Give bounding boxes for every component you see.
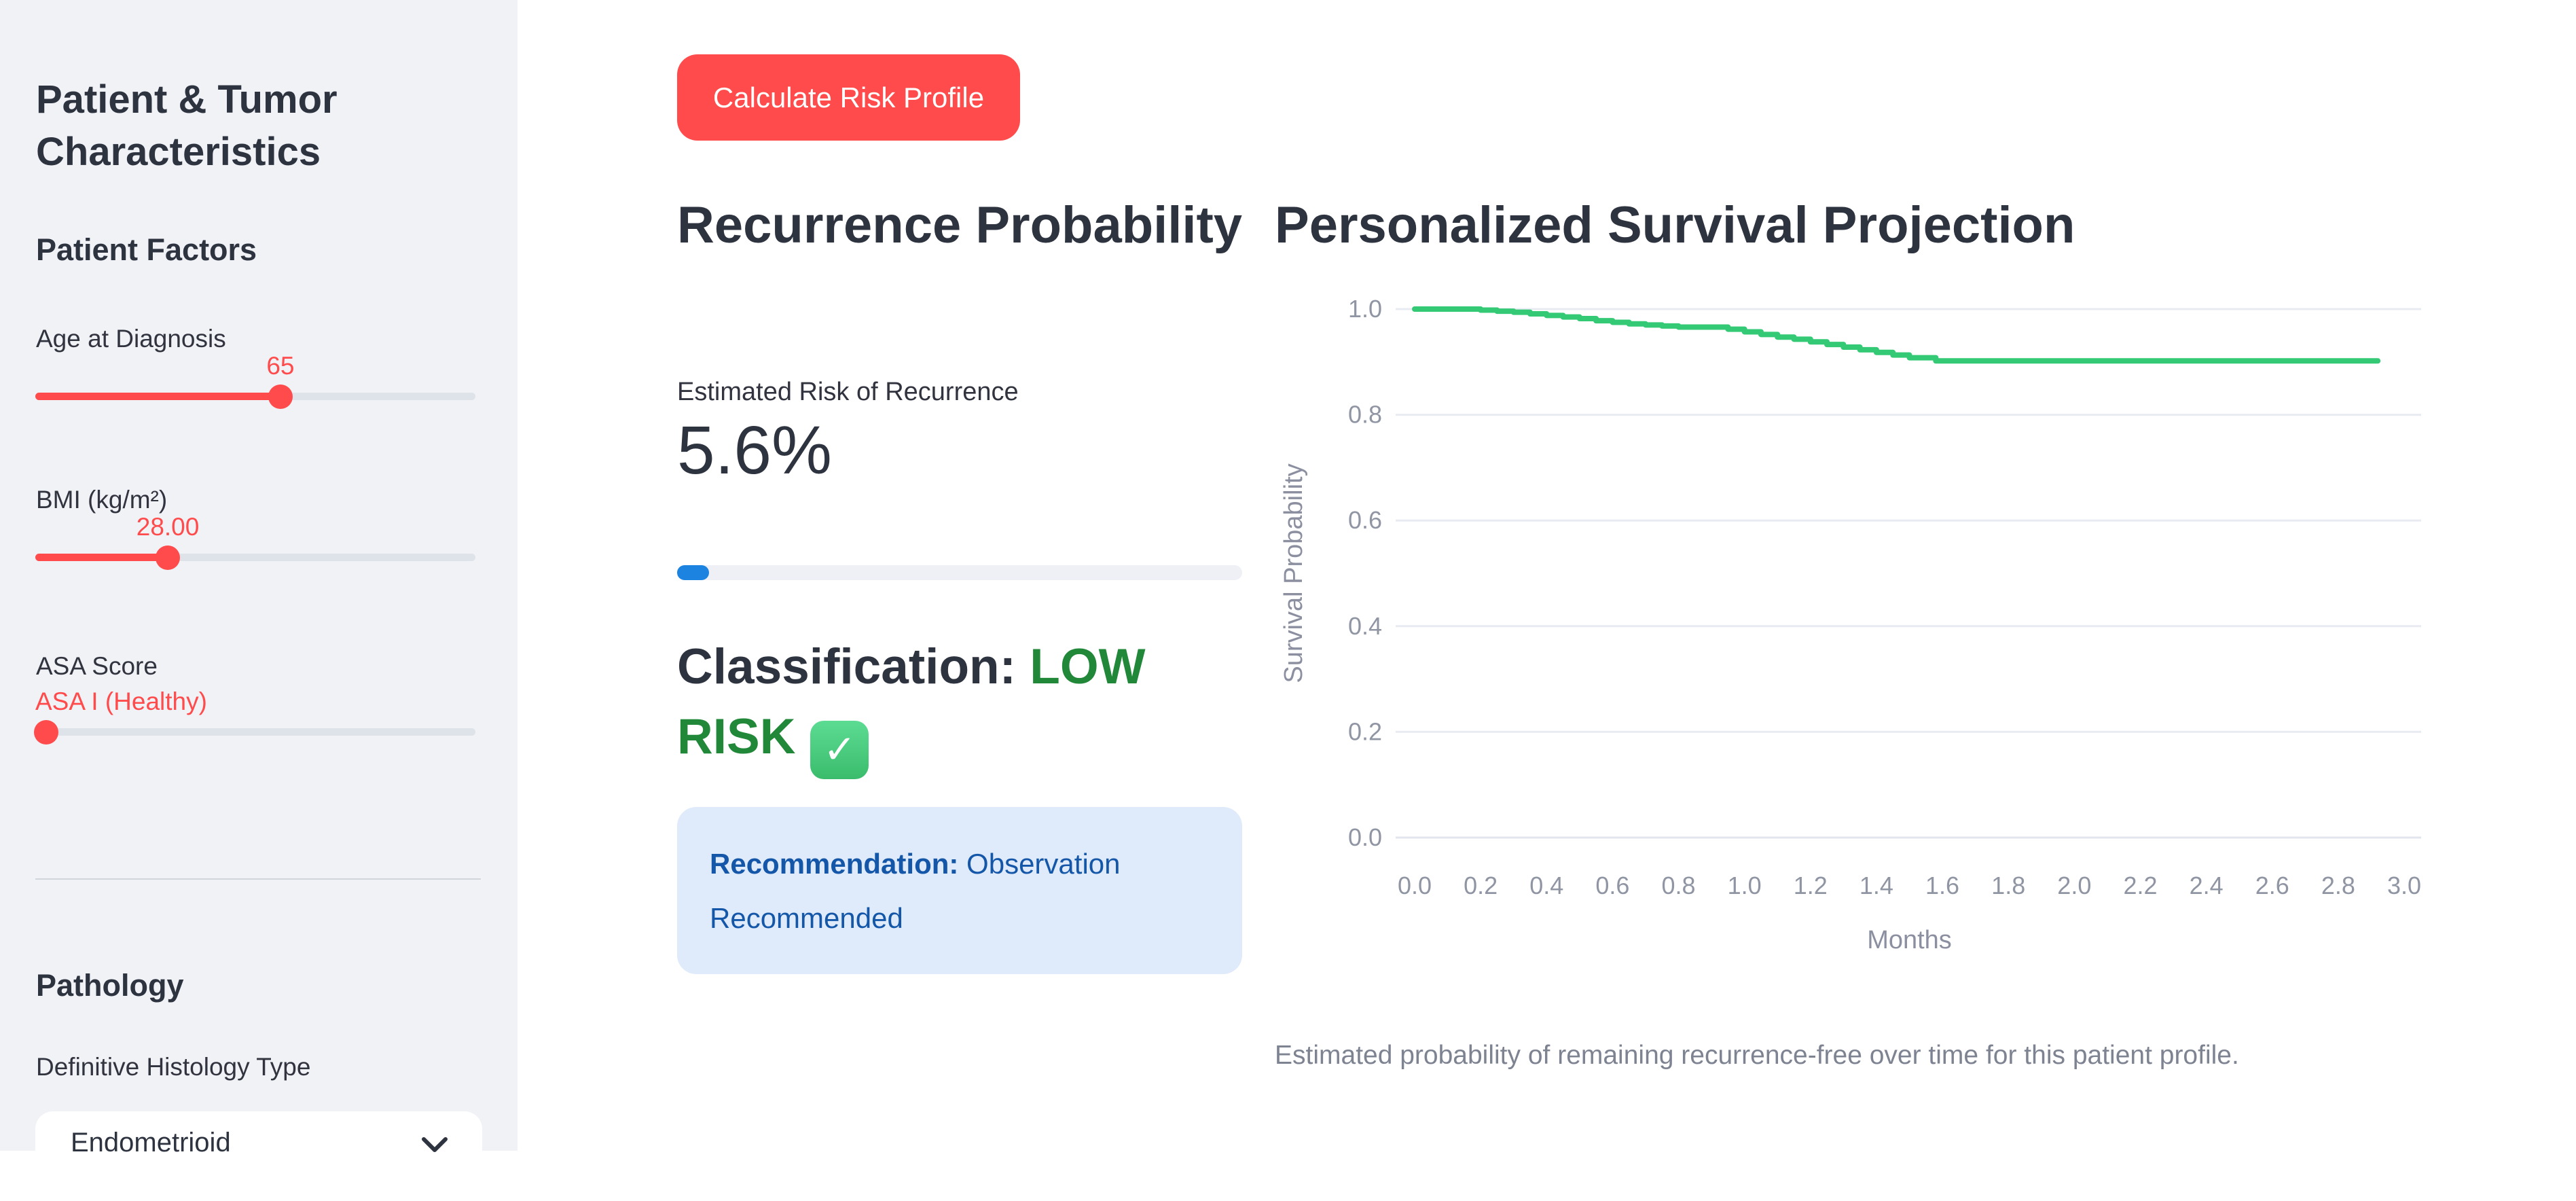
classification-heading: Classification: LOW RISK ✓ — [677, 632, 1268, 779]
bmi-slider[interactable]: 28.00 — [35, 513, 475, 594]
recurrence-heading: Recurrence Probability — [677, 196, 1243, 254]
age-slider-thumb[interactable] — [268, 384, 293, 409]
svg-text:0.4: 0.4 — [1529, 872, 1563, 899]
classification-value: LOW RISK — [677, 639, 1146, 764]
svg-text:Survival Probability: Survival Probability — [1280, 463, 1308, 683]
svg-text:0.6: 0.6 — [1348, 506, 1382, 534]
bmi-slider-label: BMI (kg/m²) — [36, 486, 168, 514]
svg-text:2.4: 2.4 — [2190, 872, 2224, 899]
recommendation-text: Recommendation: Observation Recommended — [710, 848, 1121, 934]
metric-label: Estimated Risk of Recurrence — [677, 378, 1019, 406]
svg-text:0.8: 0.8 — [1348, 401, 1382, 429]
histology-selected-value: Endometrioid — [71, 1128, 231, 1158]
sidebar-divider — [35, 878, 481, 880]
recommendation-info-box: Recommendation: Observation Recommended — [677, 807, 1242, 974]
svg-text:1.8: 1.8 — [1991, 872, 2025, 899]
asa-slider-thumb[interactable] — [34, 719, 59, 745]
metric-value: 5.6% — [677, 412, 832, 488]
svg-text:0.0: 0.0 — [1348, 823, 1382, 851]
svg-text:3.0: 3.0 — [2387, 872, 2421, 899]
chart-caption: Estimated probability of remaining recur… — [1275, 1041, 2239, 1070]
asa-slider-track[interactable] — [35, 728, 475, 736]
survival-heading: Personalized Survival Projection — [1275, 196, 2075, 254]
sidebar-title: Patient & Tumor Characteristics — [36, 77, 338, 174]
svg-text:1.0: 1.0 — [1728, 872, 1762, 899]
svg-text:2.6: 2.6 — [2255, 872, 2289, 899]
svg-text:1.6: 1.6 — [1925, 872, 1959, 899]
survival-chart-svg: 1.0 0.8 0.6 0.4 0.2 0.0 0.0 0.2 0.4 0.6 0.8 1.0 1.2 1… — [1280, 295, 2421, 954]
patient-factors-heading: Patient Factors — [36, 232, 257, 267]
age-slider-fill — [35, 393, 280, 400]
svg-text:1.4: 1.4 — [1860, 872, 1893, 899]
svg-text:0.4: 0.4 — [1348, 612, 1382, 640]
risk-progress-bar — [677, 565, 1242, 580]
asa-slider[interactable]: ASA I (Healthy) — [34, 687, 475, 769]
bmi-slider-track[interactable] — [35, 554, 475, 561]
svg-text:0.6: 0.6 — [1595, 872, 1629, 899]
svg-text:1.2: 1.2 — [1794, 872, 1828, 899]
bmi-slider-thumb[interactable] — [156, 545, 181, 570]
svg-text:1.0: 1.0 — [1348, 295, 1382, 323]
age-slider[interactable]: 65 — [35, 352, 475, 433]
bmi-slider-fill — [35, 554, 168, 561]
svg-text:Months: Months — [1867, 926, 1952, 954]
calculate-risk-button[interactable]: Calculate Risk Profile — [677, 54, 1020, 141]
svg-text:0.8: 0.8 — [1662, 872, 1696, 899]
svg-text:2.8: 2.8 — [2321, 872, 2355, 899]
classification-prefix: Classification: — [677, 639, 1030, 694]
sidebar: Patient & Tumor Characteristics Patient … — [0, 0, 518, 1201]
svg-text:2.2: 2.2 — [2123, 872, 2157, 899]
age-slider-label: Age at Diagnosis — [36, 325, 226, 353]
svg-text:2.0: 2.0 — [2057, 872, 2091, 899]
histology-select-label: Definitive Histology Type — [36, 1053, 311, 1081]
risk-progress-fill — [677, 565, 709, 580]
asa-slider-label: ASA Score — [36, 652, 158, 680]
recommendation-label: Recommendation: — [710, 848, 959, 880]
chevron-down-icon — [422, 1137, 448, 1152]
histology-select[interactable]: Endometrioid — [35, 1111, 482, 1201]
svg-text:0.2: 0.2 — [1464, 872, 1498, 899]
asa-slider-value: ASA I (Healthy) — [35, 687, 207, 715]
survival-chart: 1.0 0.8 0.6 0.4 0.2 0.0 0.0 0.2 0.4 0.6 0.8 1.0 1.2 1… — [1275, 279, 2465, 999]
bmi-slider-value: 28.00 — [136, 513, 200, 541]
pathology-heading: Pathology — [36, 968, 184, 1003]
age-slider-value: 65 — [266, 352, 295, 380]
check-mark-button-emoji-icon: ✓ — [810, 721, 869, 779]
svg-text:0.2: 0.2 — [1348, 717, 1382, 745]
svg-text:0.0: 0.0 — [1398, 872, 1432, 899]
